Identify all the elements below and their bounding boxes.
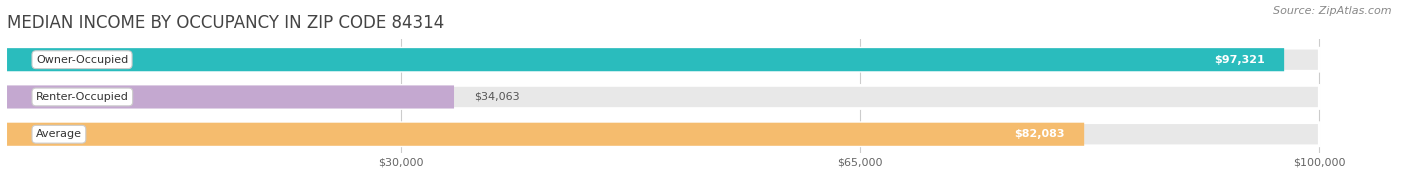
Text: $82,083: $82,083 (1014, 129, 1064, 139)
Text: Renter-Occupied: Renter-Occupied (37, 92, 129, 102)
FancyBboxPatch shape (7, 48, 1284, 71)
Text: Owner-Occupied: Owner-Occupied (37, 55, 128, 65)
FancyBboxPatch shape (7, 123, 1319, 146)
Text: MEDIAN INCOME BY OCCUPANCY IN ZIP CODE 84314: MEDIAN INCOME BY OCCUPANCY IN ZIP CODE 8… (7, 14, 444, 32)
FancyBboxPatch shape (7, 123, 1084, 146)
Text: $97,321: $97,321 (1213, 55, 1264, 65)
Text: $34,063: $34,063 (474, 92, 519, 102)
FancyBboxPatch shape (7, 48, 1319, 71)
FancyBboxPatch shape (7, 85, 1319, 109)
Text: Source: ZipAtlas.com: Source: ZipAtlas.com (1274, 6, 1392, 16)
Text: Average: Average (37, 129, 82, 139)
FancyBboxPatch shape (7, 85, 454, 109)
